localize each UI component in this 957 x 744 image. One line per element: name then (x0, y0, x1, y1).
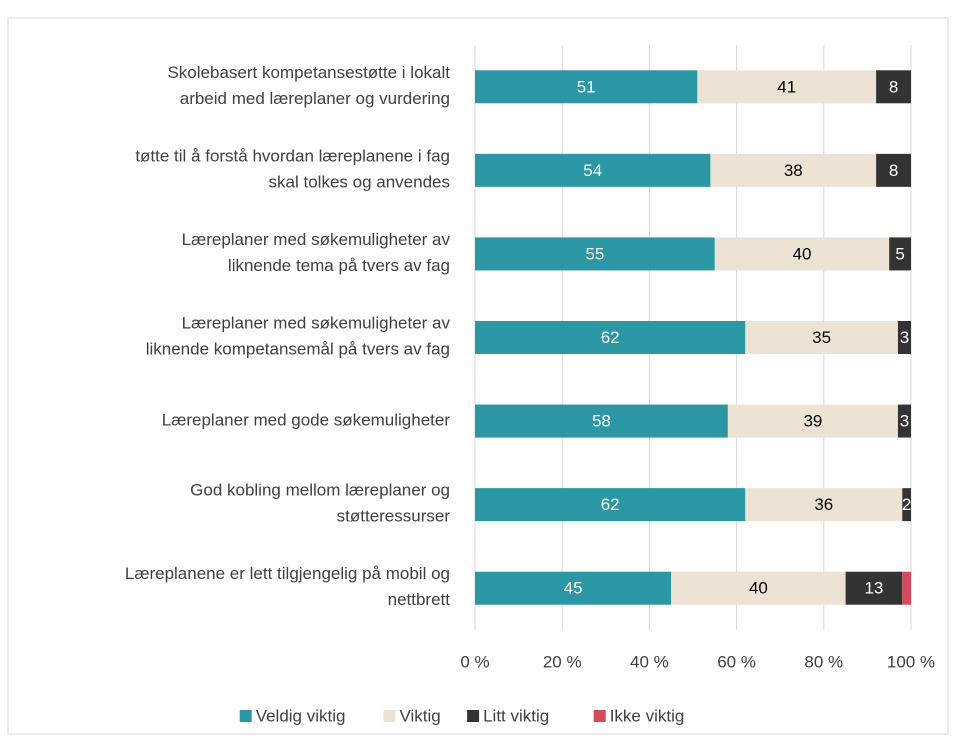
data-label: 13 (864, 579, 883, 598)
category-label: Skolebasert kompetansestøtte i lokalt arb… (167, 63, 450, 108)
category-label: Læreplaner med søkemuligheter av liknende… (182, 230, 451, 275)
bar-segment (745, 488, 903, 522)
bar-segment (475, 70, 698, 104)
category-label: God kobling mellom læreplaner og støttere… (190, 481, 450, 526)
x-tick-label: 60 % (717, 652, 756, 671)
chart-border (7, 17, 949, 735)
data-label: 45 (564, 579, 583, 598)
bar-segment (475, 321, 746, 354)
bar-segment (897, 404, 911, 438)
data-label: 3 (900, 412, 909, 431)
legend-label: Litt viktig (483, 706, 549, 725)
data-label: 2 (902, 495, 911, 514)
x-tick-label: 100 % (887, 652, 935, 671)
bar-segment (475, 571, 672, 605)
data-label: 39 (803, 412, 822, 431)
data-label: 41 (777, 77, 796, 96)
data-label: 36 (814, 495, 833, 514)
data-label: 5 (895, 244, 904, 263)
bar-segment (475, 488, 746, 522)
bar-segment (897, 321, 911, 354)
bar-segment (876, 153, 911, 187)
bar-segment (671, 571, 846, 605)
data-label: 3 (900, 328, 909, 347)
data-label: 8 (889, 77, 898, 96)
bar-segment (876, 70, 911, 104)
data-label: 58 (592, 412, 611, 431)
category-label: Læreplaner med søkemuligheter av liknende… (146, 314, 451, 359)
data-label: 38 (784, 161, 803, 180)
data-label: 51 (577, 77, 596, 96)
category-label: Læreplaner med gode søkemuligheter (162, 411, 451, 430)
legend-label: Veldig viktig (256, 706, 346, 725)
data-label: 55 (585, 244, 604, 263)
legend-swatch (383, 710, 396, 722)
bar-segment (902, 488, 911, 522)
data-label: 62 (601, 328, 620, 347)
bar-segment (475, 404, 728, 438)
bar-segment (475, 153, 711, 187)
legend-label: Viktig (400, 706, 441, 725)
bar-segment (710, 153, 877, 187)
legend-swatch (593, 710, 606, 722)
x-tick-label: 0 % (460, 652, 489, 671)
bar-segment (889, 237, 911, 271)
data-label: 40 (793, 244, 812, 263)
legend-swatch (239, 710, 252, 722)
data-label: 35 (812, 328, 831, 347)
bar-segment (475, 237, 715, 271)
data-label: 8 (889, 161, 898, 180)
bar-segment (727, 404, 898, 438)
bar-segment (697, 70, 877, 104)
x-tick-label: 80 % (804, 652, 843, 671)
data-label: 54 (583, 161, 602, 180)
legend-label: Ikke viktig (610, 706, 685, 725)
bar-segment (845, 571, 903, 605)
bar-segment (714, 237, 890, 271)
category-label: tøtte til å forstå hvordan læreplanene i… (135, 147, 450, 192)
legend-swatch (467, 710, 480, 722)
x-tick-label: 20 % (543, 652, 582, 671)
data-label: 40 (749, 579, 768, 598)
bar-segment (745, 321, 898, 354)
category-label: Læreplanene er lett tilgjengelig på mobi… (125, 565, 450, 610)
data-label: 62 (601, 495, 620, 514)
x-tick-label: 40 % (630, 652, 669, 671)
bar-segment (902, 571, 911, 605)
